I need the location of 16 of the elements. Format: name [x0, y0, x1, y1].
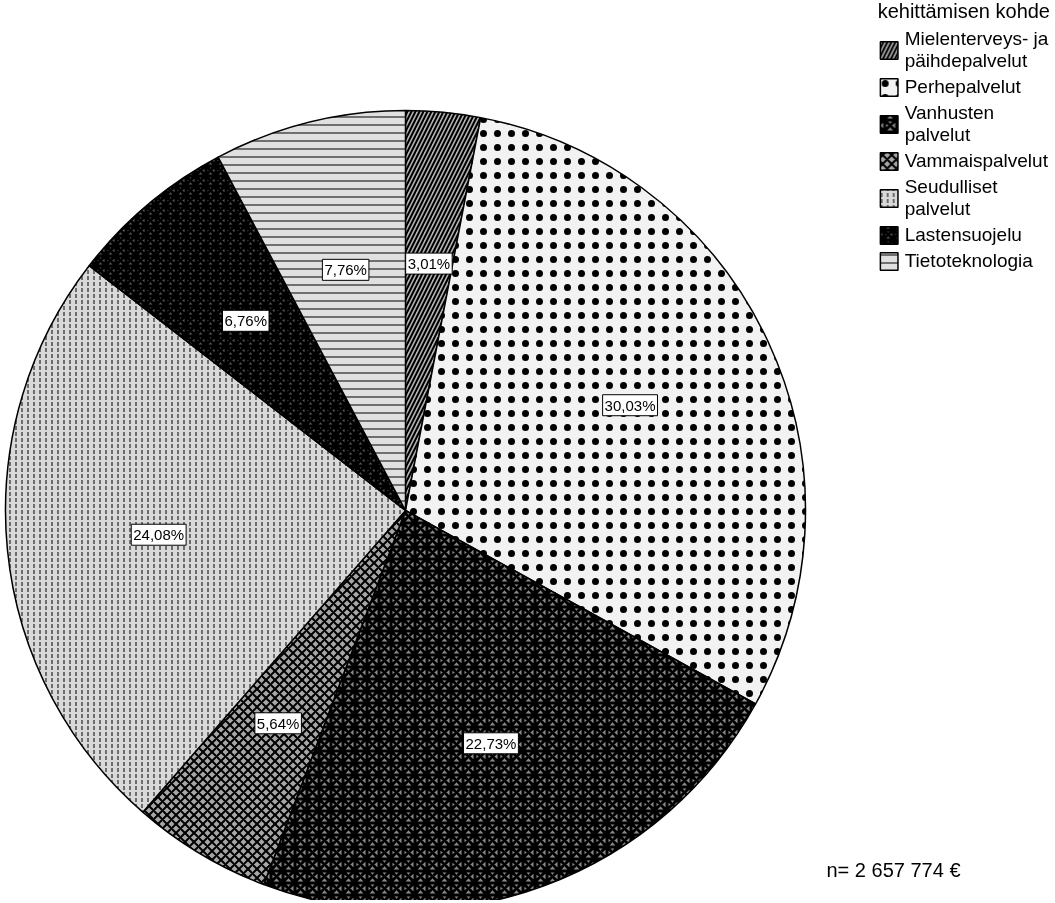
legend-label: Vammaispalvelut	[904, 150, 1048, 172]
data-label: 22,73%	[465, 734, 517, 752]
data-label: 30,03%	[604, 396, 656, 414]
legend-label: Lastensuojelu	[904, 224, 1022, 246]
legend-label: Tietoteknologia	[904, 250, 1033, 272]
data-label: 7,76%	[324, 261, 367, 279]
data-label: 6,76%	[224, 312, 268, 330]
data-label: 5,64%	[256, 714, 300, 732]
legend-label: Vanhusten palvelut	[904, 102, 995, 146]
data-label: 3,01%	[407, 255, 451, 273]
legend-label: Perhepalvelut	[904, 76, 1021, 98]
legend-label: Seudulliset palvelut	[904, 176, 998, 220]
legend-title: kehittämisen kohde	[877, 0, 1050, 23]
text: n= 2 657 774 €	[826, 858, 961, 881]
data-label: 24,08%	[133, 526, 185, 544]
legend-label: Mielenterveys- ja päihdepalvelut	[904, 28, 1049, 72]
